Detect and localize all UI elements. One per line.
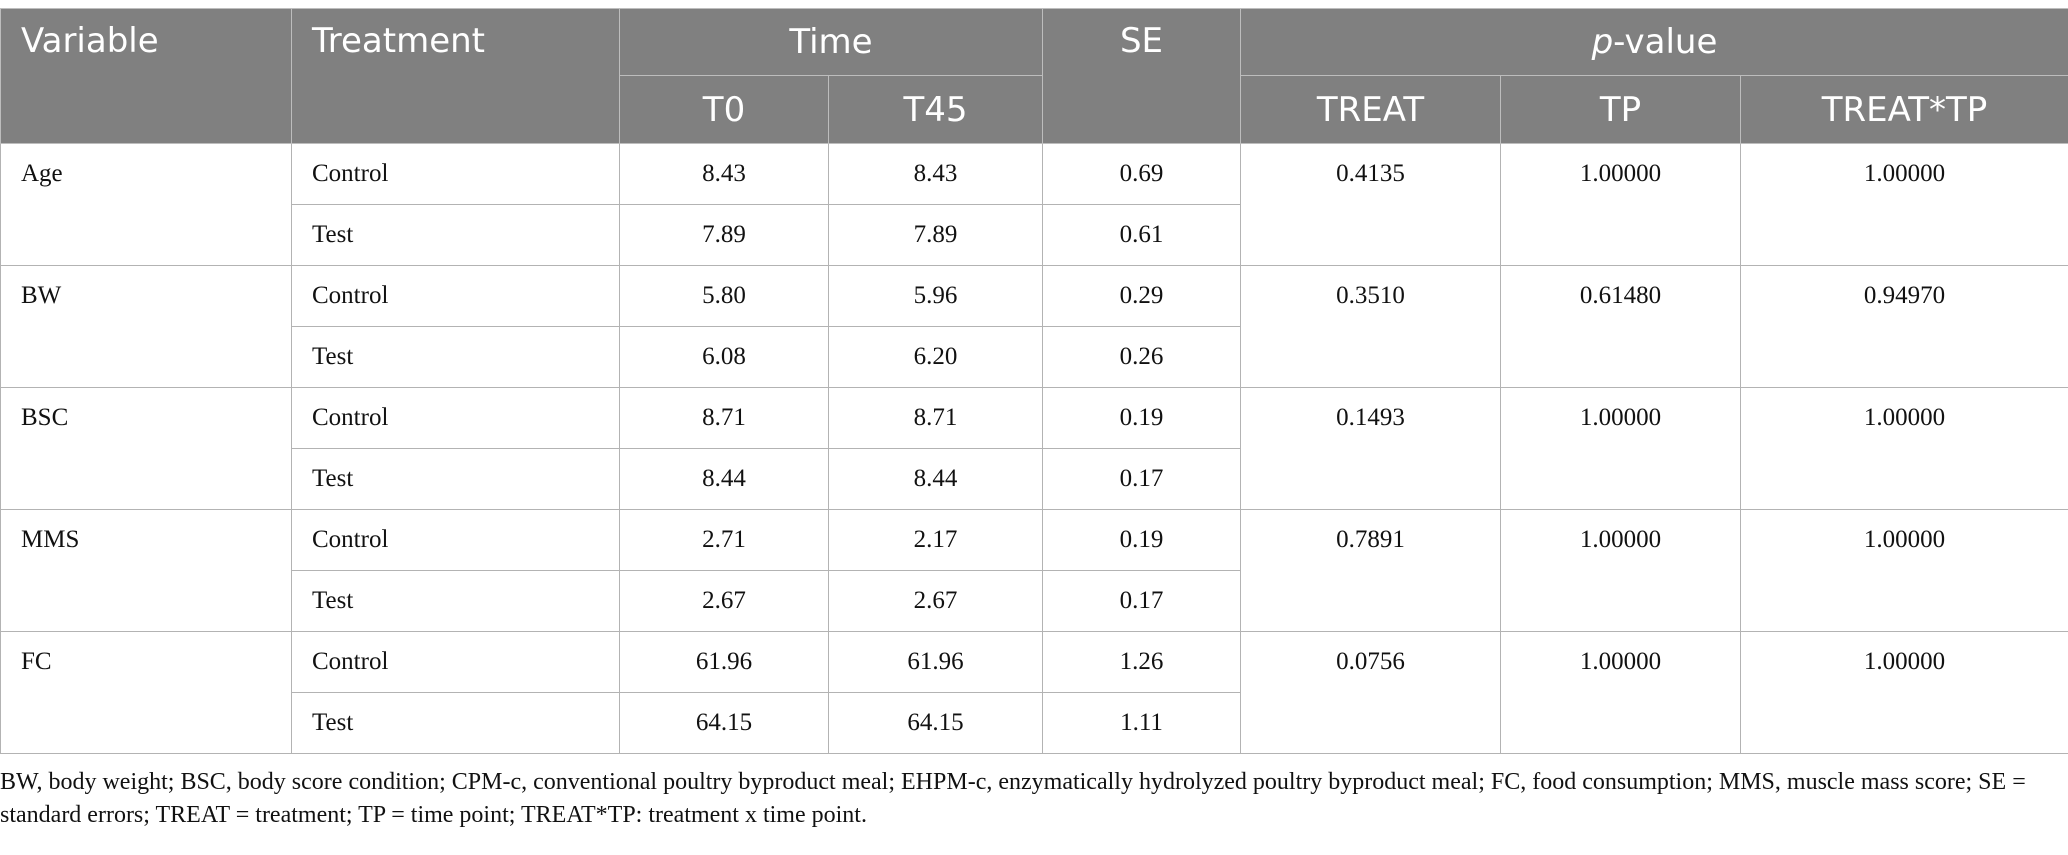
table-body: Age Control 8.43 8.43 0.69 0.4135 1.0000… (0, 143, 2068, 754)
cell-t45: 6.20 (828, 326, 1043, 388)
cell-variable: BSC (0, 387, 292, 510)
header-time: Time (619, 8, 1043, 76)
cell-treat-tp: 0.94970 (1740, 265, 2068, 388)
cell-se: 0.69 (1042, 143, 1241, 205)
cell-tp: 1.00000 (1500, 509, 1741, 632)
table-footnote: BW, body weight; BSC, body score conditi… (0, 769, 2026, 828)
table-row: Test 8.44 8.44 0.17 (1, 448, 2068, 510)
cell-se: 1.26 (1042, 631, 1241, 693)
header-treatment: Treatment (291, 8, 620, 144)
results-table: Variable Treatment Time SE p-value T0 T4… (0, 8, 2068, 754)
cell-se: 1.11 (1042, 692, 1241, 754)
cell-t0: 6.08 (619, 326, 829, 388)
cell-se: 0.19 (1042, 509, 1241, 571)
cell-tp: 0.61480 (1500, 265, 1741, 388)
cell-treatment: Test (291, 448, 620, 510)
header-treat-tp: TREAT*TP (1740, 75, 2068, 144)
cell-treat-tp: 1.00000 (1740, 509, 2068, 632)
cell-treatment: Control (291, 509, 620, 571)
cell-t0: 7.89 (619, 204, 829, 266)
header-t0: T0 (619, 75, 829, 144)
cell-tp: 1.00000 (1500, 387, 1741, 510)
cell-t45: 5.96 (828, 265, 1043, 327)
cell-se: 0.61 (1042, 204, 1241, 266)
cell-t45: 2.67 (828, 570, 1043, 632)
table-row: MMS Control 2.71 2.17 0.19 0.7891 1.0000… (0, 509, 2068, 632)
table-row: BW Control 5.80 5.96 0.29 0.3510 0.61480… (0, 265, 2068, 388)
cell-variable: BW (0, 265, 292, 388)
cell-se: 0.26 (1042, 326, 1241, 388)
cell-treat-tp: 1.00000 (1740, 143, 2068, 266)
table-container: Variable Treatment Time SE p-value T0 T4… (0, 8, 2068, 832)
cell-variable: MMS (0, 509, 292, 632)
cell-t45: 8.71 (828, 387, 1043, 449)
cell-t45: 2.17 (828, 509, 1043, 571)
cell-variable: Age (0, 143, 292, 266)
header-tp: TP (1500, 75, 1741, 144)
header-pvalue-rest: -value (1613, 22, 1718, 62)
cell-treatment: Control (291, 631, 620, 693)
cell-t0: 64.15 (619, 692, 829, 754)
header-t45: T45 (828, 75, 1043, 144)
cell-t0: 2.71 (619, 509, 829, 571)
header-pvalue: p-value (1240, 8, 2068, 76)
header-treat: TREAT (1240, 75, 1501, 144)
cell-treat-tp: 1.00000 (1740, 387, 2068, 510)
cell-t0: 8.44 (619, 448, 829, 510)
cell-se: 0.19 (1042, 387, 1241, 449)
cell-treat: 0.3510 (1240, 265, 1501, 388)
cell-treat: 0.1493 (1240, 387, 1501, 510)
cell-treat-tp: 1.00000 (1740, 631, 2068, 754)
table-row: Age Control 8.43 8.43 0.69 0.4135 1.0000… (0, 143, 2068, 266)
cell-treatment: Control (291, 143, 620, 205)
cell-treatment: Test (291, 692, 620, 754)
cell-treatment: Control (291, 265, 620, 327)
cell-t45: 7.89 (828, 204, 1043, 266)
cell-se: 0.29 (1042, 265, 1241, 327)
cell-t0: 5.80 (619, 265, 829, 327)
table-row: Test 2.67 2.67 0.17 (1, 570, 2068, 632)
cell-t0: 61.96 (619, 631, 829, 693)
header-variable: Variable (0, 8, 292, 144)
table-row: Test 64.15 64.15 1.11 (1, 692, 2068, 754)
cell-tp: 1.00000 (1500, 631, 1741, 754)
cell-t45: 61.96 (828, 631, 1043, 693)
cell-treatment: Test (291, 326, 620, 388)
cell-treatment: Control (291, 387, 620, 449)
cell-treatment: Test (291, 570, 620, 632)
header-se: SE (1042, 8, 1241, 144)
cell-t45: 64.15 (828, 692, 1043, 754)
cell-se: 0.17 (1042, 448, 1241, 510)
cell-treatment: Test (291, 204, 620, 266)
cell-se: 0.17 (1042, 570, 1241, 632)
cell-treat: 0.0756 (1240, 631, 1501, 754)
table-row: BSC Control 8.71 8.71 0.19 0.1493 1.0000… (0, 387, 2068, 510)
header-pvalue-p: p (1591, 22, 1614, 62)
cell-tp: 1.00000 (1500, 143, 1741, 266)
cell-t45: 8.43 (828, 143, 1043, 205)
table-row: FC Control 61.96 61.96 1.26 0.0756 1.000… (0, 631, 2068, 754)
cell-t0: 8.71 (619, 387, 829, 449)
table-header: Variable Treatment Time SE p-value T0 T4… (0, 8, 2068, 144)
cell-t0: 2.67 (619, 570, 829, 632)
cell-variable: FC (0, 631, 292, 754)
cell-treat: 0.7891 (1240, 509, 1501, 632)
cell-t0: 8.43 (619, 143, 829, 205)
cell-treat: 0.4135 (1240, 143, 1501, 266)
cell-t45: 8.44 (828, 448, 1043, 510)
